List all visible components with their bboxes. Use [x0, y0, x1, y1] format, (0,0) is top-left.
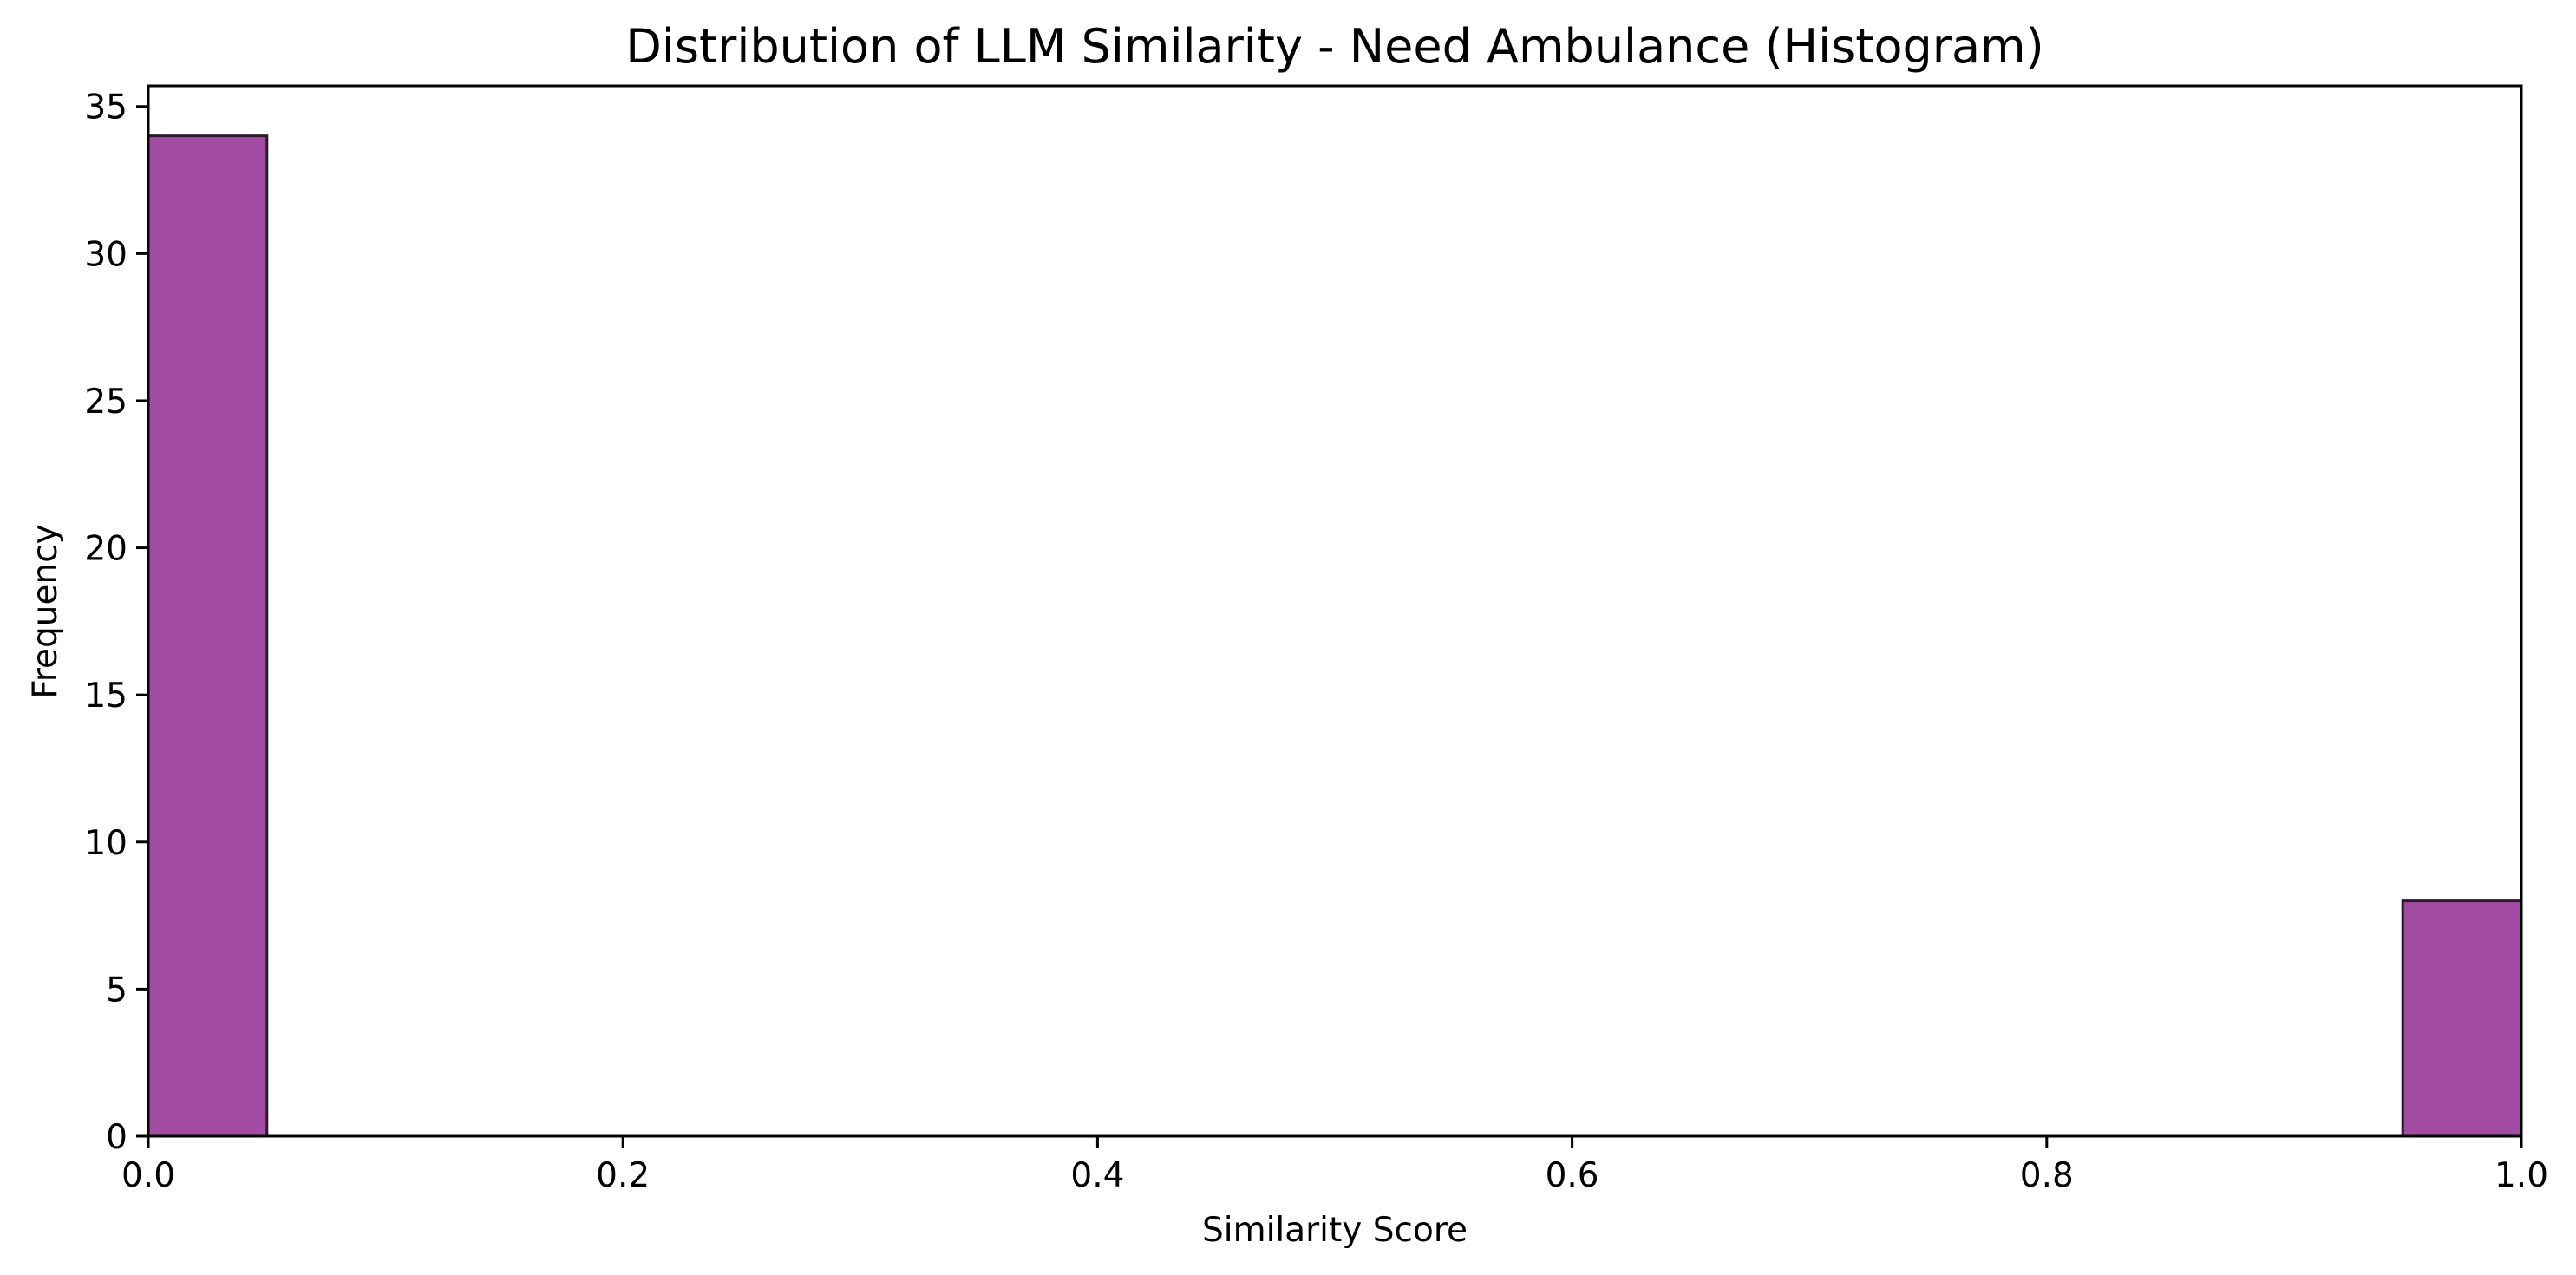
- y-tick-label: 10: [84, 824, 127, 863]
- x-tick-label: 0.0: [121, 1156, 175, 1195]
- x-tick-label: 0.2: [596, 1156, 650, 1195]
- x-tick-label: 0.8: [2020, 1156, 2074, 1195]
- x-axis-ticks: 0.0 0.2 0.4 0.6 0.8 1.0: [121, 1136, 2548, 1195]
- y-tick-label: 20: [84, 530, 127, 569]
- chart-title: Distribution of LLM Similarity - Need Am…: [625, 19, 2043, 74]
- x-tick-label: 1.0: [2494, 1156, 2548, 1195]
- y-tick-label: 25: [84, 382, 127, 422]
- bars-group: [147, 134, 2523, 1138]
- y-tick-label: 5: [106, 971, 127, 1010]
- y-tick-label: 30: [84, 235, 127, 274]
- plot-area: [147, 84, 2523, 1138]
- y-tick-label: 35: [84, 88, 127, 128]
- x-tick-label: 0.6: [1546, 1156, 1599, 1195]
- x-tick-label: 0.4: [1070, 1156, 1124, 1195]
- y-axis-ticks: 0 5 10 15 20 25 30 35: [84, 88, 148, 1157]
- y-axis-label: Frequency: [26, 524, 65, 698]
- y-tick-label: 15: [84, 677, 127, 716]
- histogram-bar-1: [2401, 899, 2523, 1138]
- plot-frame: [147, 84, 2523, 1138]
- y-tick-label: 0: [106, 1118, 127, 1157]
- x-axis-label: Similarity Score: [1202, 1211, 1468, 1250]
- histogram-bar-0: [147, 134, 269, 1138]
